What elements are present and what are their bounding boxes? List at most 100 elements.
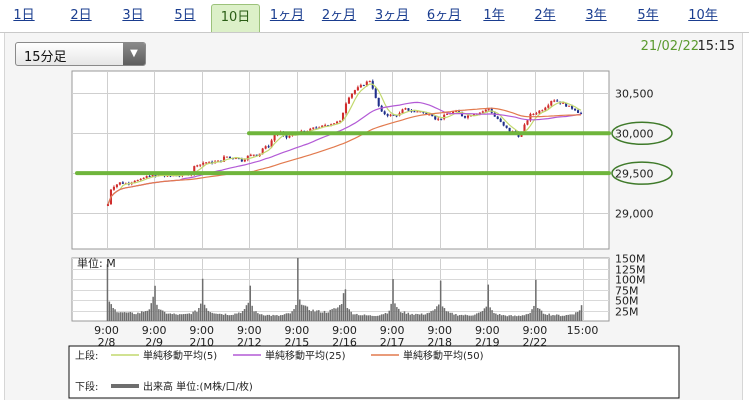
volume-bar (201, 278, 204, 321)
tab-1-day[interactable]: 1日 (13, 8, 35, 23)
tab-3-month[interactable]: 3ヶ月 (374, 8, 410, 23)
volume-bar (489, 307, 491, 321)
candle (196, 164, 199, 168)
candle (139, 178, 142, 181)
volume-bar (386, 313, 389, 321)
candle-body (401, 109, 404, 114)
period-tab-bar: 1日 2日 3日 5日 10日 1ヶ月 2ヶ月 3ヶ月 6ヶ月 1年 2年 3年… (0, 0, 749, 33)
candle-body (270, 140, 273, 147)
volume-bar (179, 314, 181, 321)
volume-bar (468, 315, 470, 321)
x-tick-time: 9:00 (285, 324, 310, 337)
candle-body (535, 113, 538, 115)
volume-bar (417, 314, 419, 321)
volume-bar (510, 315, 512, 321)
volume-bar (228, 315, 231, 321)
candle-body (395, 115, 398, 117)
tab-1-year[interactable]: 1年 (483, 8, 505, 23)
candle (383, 110, 386, 116)
legend-sma25-label: 単純移動平均(25) (265, 349, 346, 362)
time-x-axis: 9:002/89:002/99:002/109:002/129:002/159:… (94, 324, 598, 349)
volume-bar (439, 280, 442, 321)
volume-bar (182, 314, 185, 321)
candle (208, 161, 211, 163)
volume-y-tick-label: 100M (615, 274, 646, 287)
volume-bar (426, 313, 429, 321)
volume-bar (377, 315, 379, 321)
volume-bar (354, 314, 356, 321)
volume-bar (565, 314, 568, 321)
tab-5-year[interactable]: 5年 (637, 8, 659, 23)
volume-bar (418, 314, 421, 321)
candle (338, 120, 342, 123)
volume-bar (556, 314, 558, 321)
volume-bar (359, 315, 362, 321)
interval-select[interactable]: 15分足 ▼ (15, 42, 146, 66)
volume-bar (146, 310, 149, 321)
volume-bar (348, 309, 351, 321)
volume-bar (474, 314, 476, 321)
volume-bar (436, 306, 438, 321)
volume-bar (361, 315, 364, 321)
data-time: 15:15 (697, 39, 735, 54)
volume-bar (205, 308, 208, 321)
candle-body (440, 118, 443, 120)
volume-bar (211, 312, 213, 321)
tab-3-year[interactable]: 3年 (585, 8, 607, 23)
tab-10-year[interactable]: 10年 (688, 8, 718, 23)
price-y-tick-label: 30,000 (615, 128, 654, 141)
volume-bar (542, 313, 545, 321)
volume-bar (209, 312, 212, 321)
candle (574, 108, 577, 112)
volume-bar (575, 312, 577, 321)
dropdown-arrow-icon[interactable]: ▼ (123, 43, 145, 65)
annotation-circle (611, 121, 673, 146)
tab-5-day[interactable]: 5日 (174, 8, 196, 23)
volume-bar (342, 293, 345, 321)
volume-bar (175, 314, 177, 321)
volume-bar (479, 311, 482, 321)
x-tick-time: 15:00 (567, 324, 599, 337)
volume-bar (519, 315, 522, 321)
volume-bar (333, 308, 335, 321)
tab-2-year[interactable]: 2年 (534, 8, 556, 23)
candle (199, 164, 202, 168)
volume-bar (190, 314, 192, 321)
volume-y-tick-label: 25M (615, 306, 639, 319)
candle (225, 156, 229, 158)
tab-1-month[interactable]: 1ヶ月 (269, 8, 305, 23)
candle-body (553, 100, 556, 102)
tab-2-day[interactable]: 2日 (70, 8, 92, 23)
volume-bar (363, 314, 366, 321)
tab-2-month[interactable]: 2ヶ月 (321, 8, 357, 23)
candle (112, 185, 115, 191)
volume-bar (259, 314, 261, 321)
volume-bar (329, 309, 331, 321)
volume-bar (314, 311, 316, 321)
volume-bar (398, 308, 400, 321)
candle (368, 80, 371, 83)
volume-bar (120, 312, 122, 321)
volume-bar (236, 313, 238, 321)
volume-bar (177, 314, 179, 321)
volume-bar (137, 312, 139, 321)
candle (315, 126, 318, 129)
volume-y-tick-label: 50M (615, 295, 639, 308)
candle (502, 121, 505, 127)
tab-6-month[interactable]: 6ヶ月 (426, 8, 462, 23)
volume-bar (241, 311, 244, 321)
volume-bar (544, 314, 547, 321)
tab-3-day[interactable]: 3日 (122, 8, 144, 23)
candle (526, 119, 529, 126)
volume-bar (424, 314, 427, 321)
volume-bar (497, 314, 499, 321)
candle-body (419, 111, 422, 113)
candle-body (285, 135, 288, 138)
volume-bar (139, 313, 141, 321)
volume-bar (443, 308, 446, 321)
volume-bar (529, 312, 531, 321)
volume-bar (491, 310, 493, 321)
volume-bar (129, 311, 132, 321)
tab-10-day[interactable]: 10日 (211, 4, 260, 32)
volume-bar (281, 315, 284, 321)
